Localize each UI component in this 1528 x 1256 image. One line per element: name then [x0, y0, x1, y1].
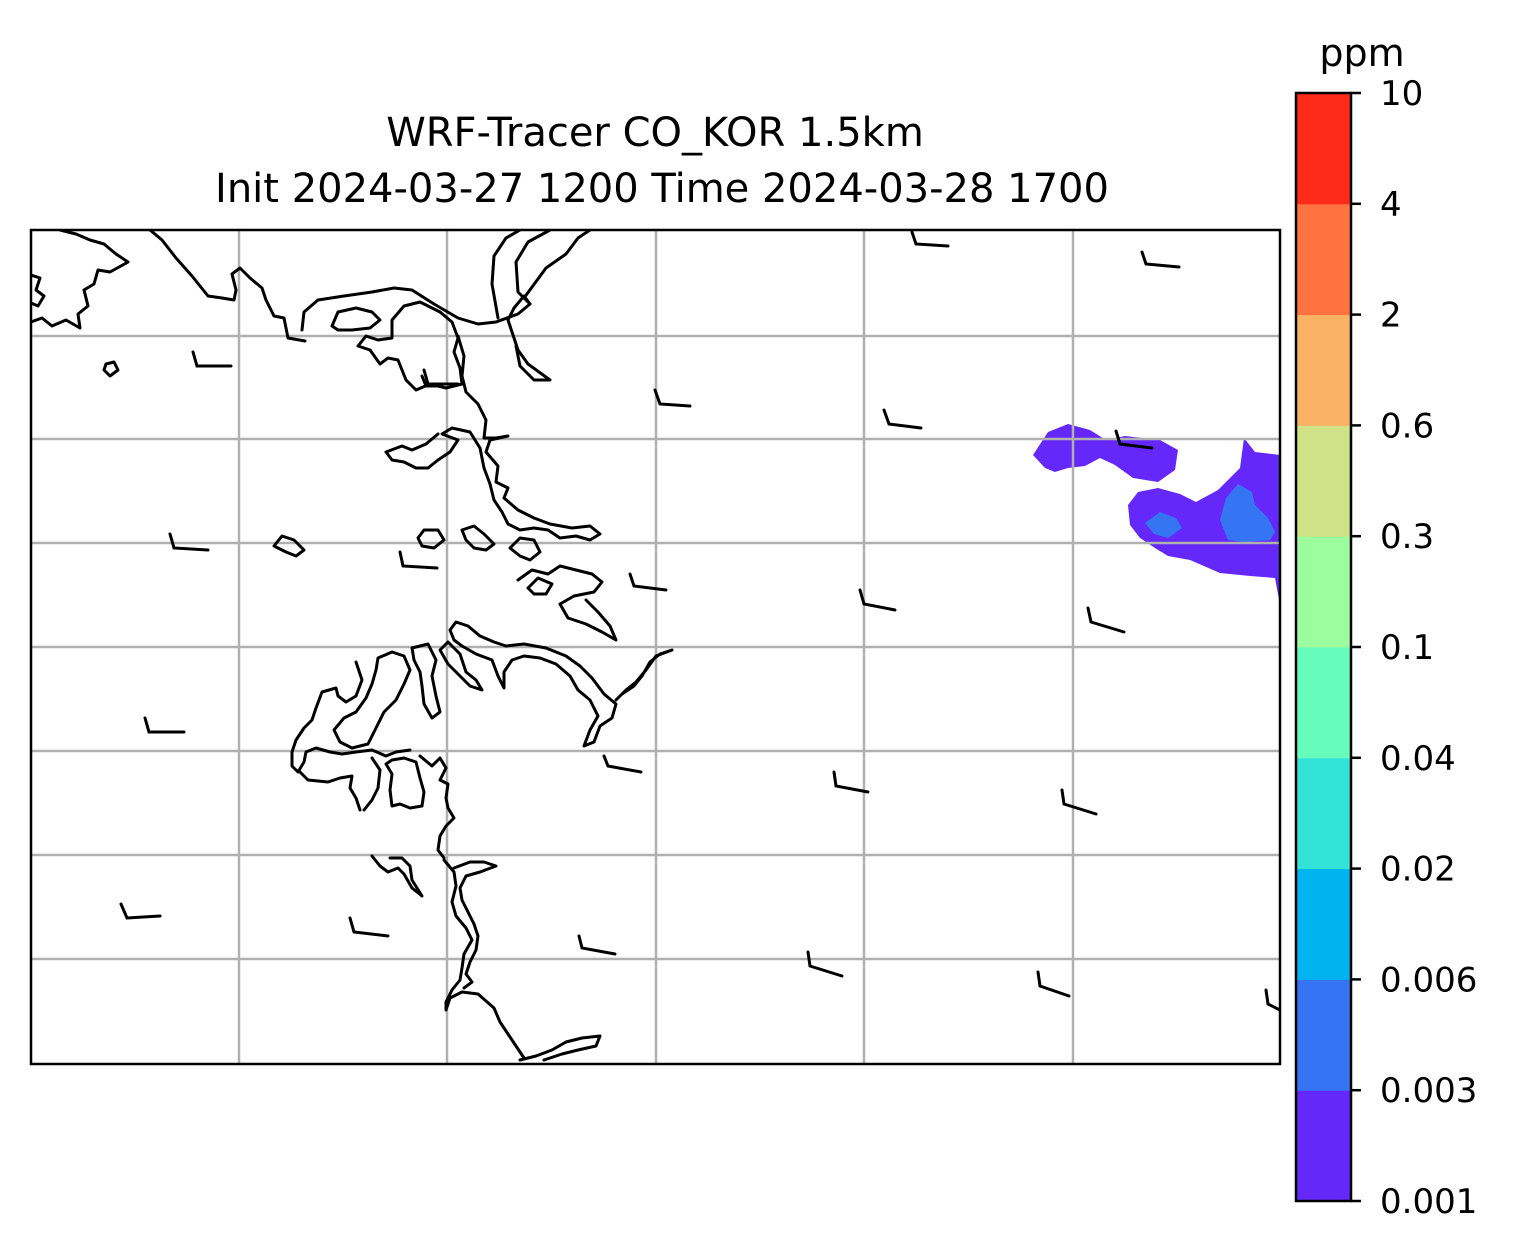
wind-barb [806, 950, 844, 978]
colorbar-tick-label: 0.3 [1380, 517, 1434, 557]
coastline [452, 860, 498, 990]
colorbar-tick-label: 0.02 [1380, 850, 1456, 890]
coastline [438, 640, 484, 692]
title-line-2: Init 2024-03-27 1200 Time 2024-03-28 170… [215, 166, 1109, 212]
wind-barb [628, 572, 668, 592]
colorbar-tick-label: 10 [1380, 74, 1423, 114]
colorbar-swatch [1296, 1090, 1351, 1202]
map-panel [31, 230, 1280, 1064]
coastline [518, 1034, 602, 1062]
coastline [416, 528, 446, 550]
coastline [332, 650, 412, 750]
wind-barb [168, 532, 210, 552]
coastline [31, 230, 130, 330]
wind-barb [398, 550, 439, 570]
colorbar: ppm 0.001 0.003 0.006 0.02 0.04 0.1 0.3 0.6 2 4 10 [1294, 31, 1477, 1222]
wind-barb [1264, 988, 1280, 1012]
colorbar-unit-label: ppm [1319, 31, 1404, 75]
colorbar-tick-label: 2 [1380, 296, 1402, 336]
coastline [148, 230, 307, 343]
colorbar-tick-label: 0.1 [1380, 628, 1434, 668]
wind-barb [1086, 606, 1126, 634]
coastline [526, 576, 554, 596]
coastline [362, 756, 426, 812]
wind-barb [653, 388, 692, 408]
coastline [290, 660, 412, 774]
coastline [490, 230, 592, 320]
coastlines [31, 230, 674, 1062]
plume-contour-low [1128, 438, 1280, 605]
coastline [272, 534, 306, 558]
coastline [420, 374, 440, 388]
wind-barb [832, 770, 870, 794]
colorbar-swatches [1296, 93, 1351, 1202]
coastline [442, 858, 526, 1060]
wind-barb [1036, 970, 1071, 998]
colorbar-swatch [1296, 757, 1351, 870]
colorbar-ticks: 0.001 0.003 0.006 0.02 0.04 0.1 0.3 0.6 2 4 10 [1351, 74, 1477, 1222]
colorbar-swatch [1296, 536, 1351, 648]
coastline [614, 648, 674, 702]
coastline [410, 642, 442, 720]
wind-barb [858, 588, 897, 612]
map-frame [29, 228, 1282, 1066]
coastline [418, 754, 456, 860]
colorbar-swatch [1296, 314, 1351, 426]
coastline [330, 306, 382, 332]
wind-barb [1140, 250, 1181, 269]
wind-barb [191, 350, 233, 368]
colorbar-tick-label: 0.04 [1380, 739, 1456, 779]
colorbar-swatch [1296, 979, 1351, 1091]
colorbar-swatch [1296, 425, 1351, 537]
coastline [298, 770, 362, 812]
colorbar-tick-label: 0.001 [1380, 1182, 1477, 1222]
wind-barbs [119, 230, 1280, 1012]
coastline [370, 854, 424, 898]
wind-barb [348, 916, 390, 938]
coastline [384, 334, 602, 542]
wind-barb [882, 408, 923, 430]
colorbar-swatch [1296, 93, 1351, 205]
wind-barb [1060, 788, 1098, 816]
coastline [460, 524, 496, 552]
plume-contour-mid [1145, 512, 1182, 538]
colorbar-swatch [1296, 868, 1351, 980]
colorbar-tick-label: 0.6 [1380, 406, 1434, 446]
gridlines [31, 230, 1280, 1064]
wind-barb [577, 934, 617, 956]
title-line-1: WRF-Tracer CO_KOR 1.5km [386, 110, 924, 156]
colorbar-swatch [1296, 647, 1351, 759]
wind-barb [422, 368, 460, 386]
coastline [300, 286, 552, 382]
wind-barb [143, 716, 186, 734]
colorbar-tick-label: 4 [1380, 185, 1402, 225]
coastline [102, 360, 120, 378]
wind-barb [602, 754, 643, 774]
colorbar-swatch [1296, 203, 1351, 316]
coastline [448, 620, 618, 748]
wind-barb [1114, 429, 1154, 450]
coastline [508, 536, 542, 562]
wind-barb [910, 230, 950, 248]
wind-barb [119, 902, 162, 920]
colorbar-tick-label: 0.006 [1380, 960, 1477, 1000]
coastline [516, 564, 618, 642]
plume-contour-mid [1220, 484, 1275, 542]
colorbar-tick-label: 0.003 [1380, 1071, 1477, 1111]
